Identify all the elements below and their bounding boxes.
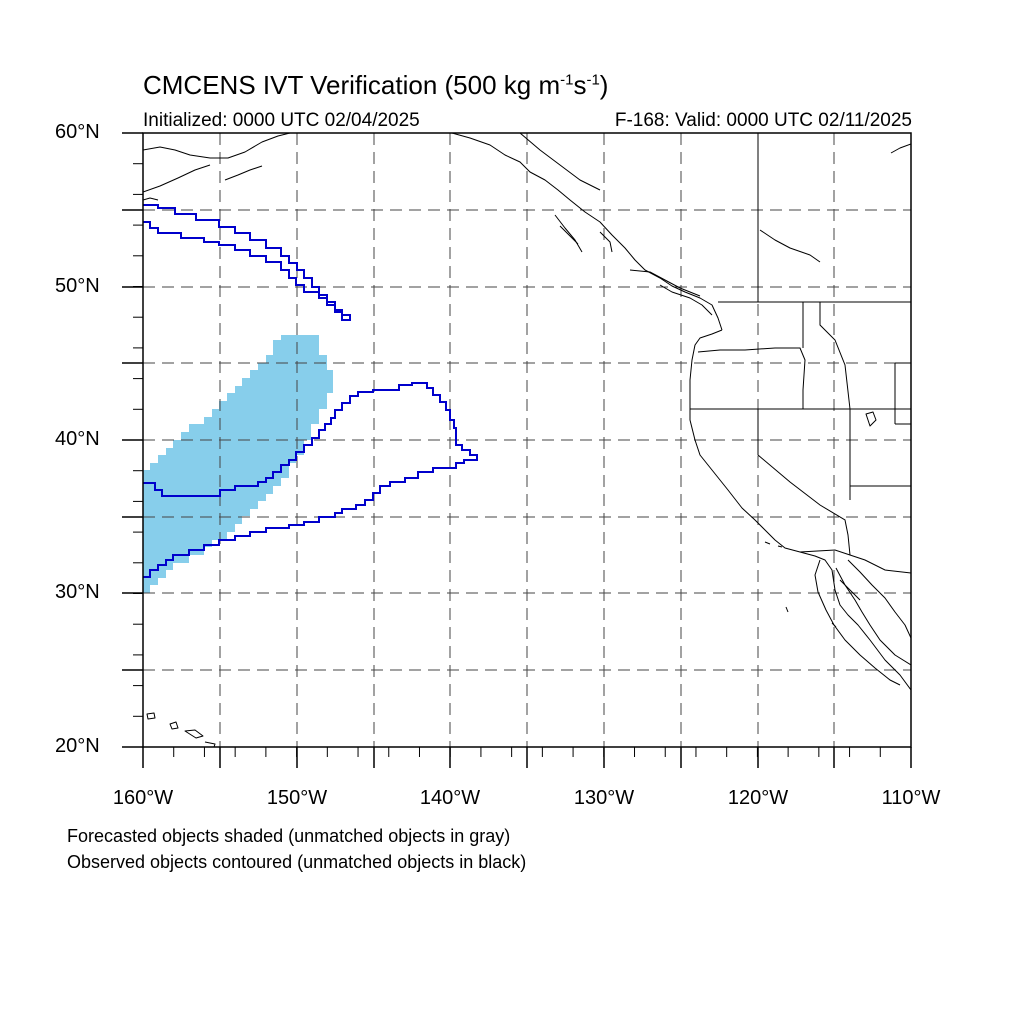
title-exponent-2: -1 [586,71,600,89]
caption-observed: Observed objects contoured (unmatched ob… [67,852,527,872]
caption-forecast: Forecasted objects shaded (unmatched obj… [67,826,511,846]
lon-label-150w: 150°W [266,787,328,809]
lat-label-60n: 60°N [55,121,100,143]
lon-label-110w: 110°W [881,787,941,809]
observed-object-north [143,204,351,321]
observed-ivt-contours [143,204,478,578]
lat-label-30n: 30°N [55,581,100,603]
observed-object-south [143,382,478,578]
title-exponent-1: -1 [560,71,574,89]
lon-label-160w: 160°W [112,787,174,809]
lat-label-50n: 50°N [55,275,100,297]
lat-label-40n: 40°N [55,428,100,450]
grid-lines [143,133,911,747]
lon-label-130w: 130°W [573,787,635,809]
title-close: ) [599,70,609,100]
title-text-s: s [573,70,587,100]
valid-time-label: F-168: Valid: 0000 UTC 02/11/2025 [614,110,912,131]
forecast-ivt-object [143,335,333,593]
initialized-label: Initialized: 0000 UTC 02/04/2025 [143,110,420,131]
political-boundaries [690,133,911,574]
lon-label-120w: 120°W [727,787,789,809]
coastlines [143,133,911,747]
lon-label-140w: 140°W [419,787,481,809]
map-title: CMCENS IVT Verification (500 kg m-1s-1) [143,70,608,101]
minor-axis-ticks [133,132,912,757]
lat-label-20n: 20°N [55,735,100,757]
title-text: CMCENS IVT Verification (500 kg m [143,70,561,100]
